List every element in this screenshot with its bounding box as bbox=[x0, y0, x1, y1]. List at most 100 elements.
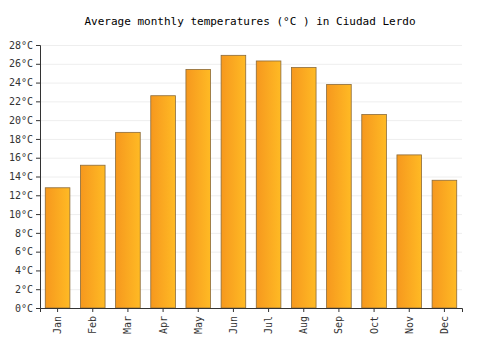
y-tick-mark bbox=[36, 64, 40, 65]
y-tick-mark bbox=[36, 101, 40, 102]
y-tick-mark bbox=[36, 270, 40, 271]
bar bbox=[80, 165, 105, 308]
y-tick-mark bbox=[36, 308, 40, 309]
bar bbox=[116, 132, 141, 308]
x-tick-mark bbox=[57, 308, 58, 312]
y-tick-label: 20°C bbox=[9, 115, 33, 126]
x-tick-mark bbox=[303, 308, 304, 312]
bar bbox=[256, 61, 281, 308]
y-tick-mark bbox=[36, 233, 40, 234]
y-tick: 18°C bbox=[9, 134, 40, 145]
x-tick: Jun bbox=[228, 308, 239, 334]
bar bbox=[397, 155, 422, 308]
grid-line bbox=[40, 101, 462, 102]
bar bbox=[291, 68, 316, 308]
y-tick-label: 26°C bbox=[9, 58, 33, 69]
y-tick: 2°C bbox=[15, 284, 40, 295]
y-tick-label: 18°C bbox=[9, 134, 33, 145]
grid-line bbox=[40, 120, 462, 121]
y-tick-label: 24°C bbox=[9, 77, 33, 88]
grid-line bbox=[40, 45, 462, 46]
y-tick-label: 28°C bbox=[9, 40, 33, 51]
y-tick-label: 8°C bbox=[15, 228, 33, 239]
x-tick-label: Sep bbox=[333, 316, 344, 334]
y-tick-label: 0°C bbox=[15, 303, 33, 314]
x-tick-label: Nov bbox=[404, 316, 415, 334]
x-tick-label: Jul bbox=[263, 316, 274, 334]
y-axis-line bbox=[36, 46, 41, 309]
x-tick-label: Jan bbox=[52, 316, 63, 334]
y-tick-label: 16°C bbox=[9, 152, 33, 163]
bar bbox=[362, 115, 387, 308]
x-tick-label: Feb bbox=[87, 316, 98, 334]
y-tick: 4°C bbox=[15, 265, 40, 276]
y-tick-label: 12°C bbox=[9, 190, 33, 201]
x-tick-label: May bbox=[193, 316, 204, 334]
y-tick: 10°C bbox=[9, 209, 40, 220]
y-tick: 16°C bbox=[9, 152, 40, 163]
x-tick: Aug bbox=[298, 308, 309, 334]
x-axis: JanFebMarAprMayJunJulAugSepOctNovDec bbox=[41, 308, 463, 334]
x-tick-label: Aug bbox=[298, 316, 309, 334]
bar bbox=[432, 180, 457, 308]
x-tick-label: Jun bbox=[228, 316, 239, 334]
title: Average monthly temperatures (°C ) in Ci… bbox=[84, 15, 415, 28]
y-tick-mark bbox=[36, 45, 40, 46]
x-tick: Nov bbox=[404, 308, 415, 334]
y-tick-mark bbox=[36, 83, 40, 84]
x-tick-label: Apr bbox=[158, 316, 169, 334]
bar bbox=[151, 96, 176, 308]
bar bbox=[327, 84, 352, 308]
chart: 0°C 2°C 4°C 6°C 8°C 10°C 12°C 14°C 16°C 18°C 20°C 2… bbox=[0, 0, 500, 350]
y-tick-label: 4°C bbox=[15, 265, 33, 276]
y-tick-label: 22°C bbox=[9, 96, 33, 107]
plot: 0°C 2°C 4°C 6°C 8°C 10°C 12°C 14°C 16°C 18°C 20°C 2… bbox=[9, 40, 463, 334]
x-tick-mark bbox=[374, 308, 375, 312]
y-tick: 6°C bbox=[15, 246, 40, 257]
x-tick-mark bbox=[268, 308, 269, 312]
y-tick: 22°C bbox=[9, 96, 40, 107]
y-tick: 20°C bbox=[9, 115, 40, 126]
y-tick-mark bbox=[36, 177, 40, 178]
x-tick: Feb bbox=[87, 308, 98, 334]
y-tick-mark bbox=[36, 289, 40, 290]
x-tick-mark bbox=[444, 308, 445, 312]
y-tick-mark bbox=[36, 158, 40, 159]
x-tick-mark bbox=[338, 308, 339, 312]
x-tick-label: Oct bbox=[369, 316, 380, 334]
x-tick: Apr bbox=[158, 308, 169, 334]
x-tick-mark bbox=[233, 308, 234, 312]
grid-line bbox=[40, 83, 462, 84]
y-tick: 26°C bbox=[9, 58, 40, 69]
x-tick-mark bbox=[92, 308, 93, 312]
grid bbox=[40, 46, 462, 309]
y-tick: 14°C bbox=[9, 171, 40, 182]
x-tick-mark bbox=[198, 308, 199, 312]
x-tick-mark bbox=[163, 308, 164, 312]
grid-line bbox=[40, 139, 462, 140]
x-tick: Jul bbox=[263, 308, 274, 334]
y-axis: 0°C 2°C 4°C 6°C 8°C 10°C 12°C 14°C 16°C 18°C 20°C 2… bbox=[9, 40, 41, 314]
grid-line bbox=[40, 64, 462, 65]
x-tick: Sep bbox=[333, 308, 344, 334]
y-tick: 24°C bbox=[9, 77, 40, 88]
y-tick-label: 2°C bbox=[15, 284, 33, 295]
x-tick: May bbox=[193, 308, 204, 334]
x-tick-label: Dec bbox=[439, 316, 450, 334]
y-tick-label: 6°C bbox=[15, 246, 33, 257]
y-tick: 0°C bbox=[15, 303, 40, 314]
y-tick: 8°C bbox=[15, 228, 40, 239]
x-axis-line bbox=[41, 309, 463, 313]
y-tick-label: 10°C bbox=[9, 209, 33, 220]
y-tick-mark bbox=[36, 214, 40, 215]
y-tick-mark bbox=[36, 120, 40, 121]
y-tick-mark bbox=[36, 139, 40, 140]
y-tick-label: 14°C bbox=[9, 171, 33, 182]
x-tick-mark bbox=[127, 308, 128, 312]
x-tick: Oct bbox=[369, 308, 380, 334]
bar bbox=[45, 188, 70, 308]
bar bbox=[221, 55, 246, 308]
bars bbox=[45, 55, 456, 308]
x-tick-mark bbox=[409, 308, 410, 312]
y-tick-mark bbox=[36, 195, 40, 196]
